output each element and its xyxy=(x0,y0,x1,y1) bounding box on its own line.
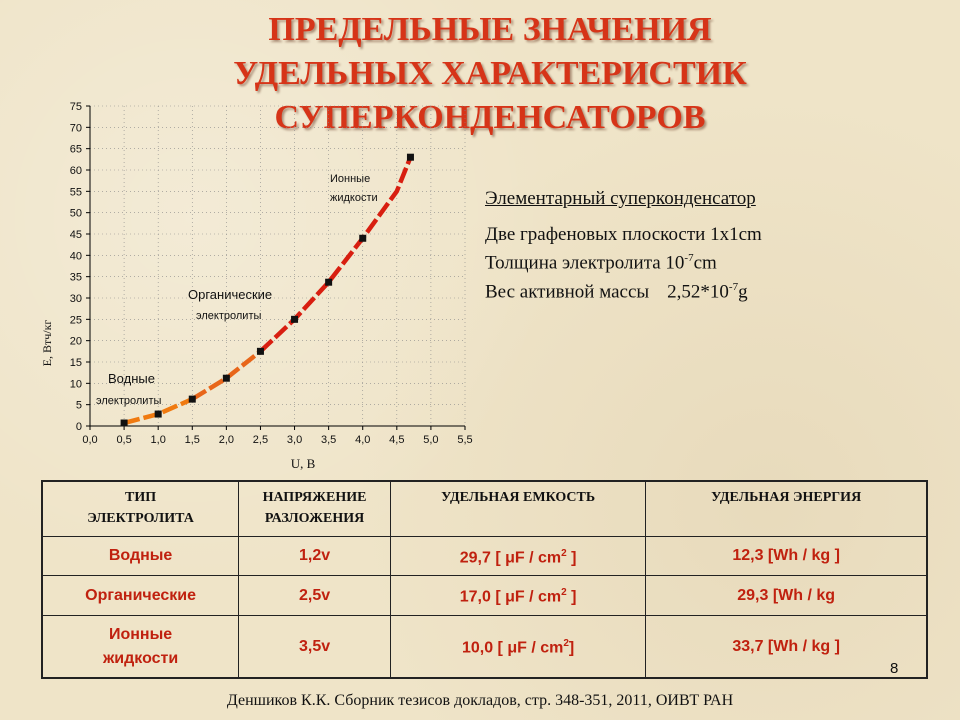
data-point xyxy=(120,419,128,427)
info-plates: Две графеновых плоскости 1x1cm xyxy=(485,224,762,245)
cell-energy: 29,3 [Wh / kg xyxy=(645,575,928,616)
x-tick-label: 3,5 xyxy=(321,434,336,446)
x-tick-label: 1,5 xyxy=(185,434,200,446)
y-tick-label: 35 xyxy=(70,272,82,284)
x-tick-label: 2,0 xyxy=(219,434,234,446)
y-tick-label: 40 xyxy=(70,250,82,262)
data-point xyxy=(222,374,230,382)
cell-capacity: 17,0 [ μF / cm2 ] xyxy=(389,575,647,616)
annotation-ionic-line1: Ионные xyxy=(330,173,370,185)
y-tick-label: 25 xyxy=(70,314,82,326)
page-number: 8 xyxy=(890,660,899,677)
title-line-2: УДЕЛЬНЫХ ХАРАКТЕРИСТИК xyxy=(233,55,747,92)
x-tick-label: 3,0 xyxy=(287,434,302,446)
header-energy: УДЕЛЬНАЯ ЭНЕРГИЯ xyxy=(645,480,928,537)
data-point xyxy=(188,395,196,403)
chart-grid xyxy=(90,105,466,426)
energy-voltage-chart: 0,0 0,5 1,0 1,5 2,0 2,5 3,0 3,5 4,0 4,5 5,0 5,5 0 5 10… xyxy=(40,101,473,471)
header-voltage: НАПРЯЖЕНИЕ РАЗЛОЖЕНИЯ xyxy=(238,480,391,537)
annotation-water-line2: электролиты xyxy=(96,395,161,407)
data-point xyxy=(406,153,414,161)
cell-energy: 33,7 [Wh / kg ] xyxy=(645,615,928,679)
chart-labels: Водные электролиты Органические электрол… xyxy=(40,173,378,471)
title-line-3: СУПЕРКОНДЕНСАТОРОВ xyxy=(274,99,706,136)
y-tick-label: 15 xyxy=(70,357,82,369)
source-citation: Деншиков К.К. Сборник тезисов докладов, … xyxy=(226,692,734,709)
data-point xyxy=(256,347,264,355)
header-type: ТИП ЭЛЕКТРОЛИТА xyxy=(41,480,240,537)
data-point xyxy=(291,315,299,323)
x-tick-label: 1,0 xyxy=(151,434,166,446)
cell-type: Органические xyxy=(41,575,240,616)
title-line-1: ПРЕДЕЛЬНЫЕ ЗНАЧЕНИЯ xyxy=(268,11,712,48)
y-tick-label: 30 xyxy=(70,293,82,305)
cell-capacity: 10,0 [ μF / cm2] xyxy=(389,615,647,679)
table-row: Органические 2,5v 17,0 [ μF / cm2 ] 29,3… xyxy=(41,575,928,616)
y-tick-label: 75 xyxy=(70,101,82,113)
series-line-1 xyxy=(191,349,262,402)
y-axis-label: E, Втч/кг xyxy=(40,320,54,367)
table-row: Водные 1,2v 29,7 [ μF / cm2 ] 12,3 [Wh /… xyxy=(41,536,928,576)
x-tick-label: 2,5 xyxy=(253,434,268,446)
data-point xyxy=(154,410,162,418)
series-line-2 xyxy=(258,156,413,353)
slide-title: ПРЕДЕЛЬНЫЕ ЗНАЧЕНИЯ УДЕЛЬНЫХ ХАРАКТЕРИСТ… xyxy=(150,8,830,140)
y-tick-label: 60 xyxy=(70,165,82,177)
cell-capacity: 29,7 [ μF / cm2 ] xyxy=(389,536,647,576)
y-tick-label: 50 xyxy=(70,208,82,220)
info-heading: Элементарный суперконденсатор xyxy=(485,188,756,209)
electrolyte-table: ТИП ЭЛЕКТРОЛИТА НАПРЯЖЕНИЕ РАЗЛОЖЕНИЯ УДЕЛ… xyxy=(41,480,928,679)
cell-voltage: 3,5v xyxy=(238,615,391,679)
x-tick-label: 0,5 xyxy=(116,434,131,446)
info-thickness: Толщина электролита 10-7cm xyxy=(485,252,717,274)
y-tick-label: 20 xyxy=(70,336,82,348)
y-tick-label: 0 xyxy=(76,421,82,433)
annotation-ionic-line2: жидкости xyxy=(330,192,378,204)
annotation-organic-line2: электролиты xyxy=(196,310,261,322)
cell-energy: 12,3 [Wh / kg ] xyxy=(645,536,928,576)
annotation-organic-line1: Органические xyxy=(188,287,272,302)
y-tick-label: 55 xyxy=(70,186,82,198)
table-header-row: ТИП ЭЛЕКТРОЛИТА НАПРЯЖЕНИЕ РАЗЛОЖЕНИЯ УДЕЛ… xyxy=(41,480,928,537)
y-tick-label: 45 xyxy=(70,229,82,241)
data-point xyxy=(359,234,367,242)
x-tick-label: 4,0 xyxy=(355,434,370,446)
x-tick-label: 0,0 xyxy=(82,434,97,446)
x-axis-label: U, В xyxy=(291,456,316,471)
chart-axes: 0,0 0,5 1,0 1,5 2,0 2,5 3,0 3,5 4,0 4,5 5,0 5,5 0 5 10… xyxy=(70,101,473,446)
table-row: Ионные жидкости 3,5v 10,0 [ μF / cm2] 33,… xyxy=(41,615,928,679)
x-tick-label: 4,5 xyxy=(389,434,404,446)
y-tick-label: 65 xyxy=(70,144,82,156)
data-point xyxy=(325,278,333,286)
cell-type: Ионные жидкости xyxy=(41,615,240,679)
cell-type: Водные xyxy=(41,536,240,576)
info-mass: Вес активной массы 2,52*10-7g xyxy=(485,281,748,303)
y-tick-label: 5 xyxy=(76,400,82,412)
cell-voltage: 1,2v xyxy=(238,536,391,576)
x-tick-label: 5,5 xyxy=(457,434,472,446)
chart-markers xyxy=(120,153,414,427)
header-capacity: УДЕЛЬНАЯ ЕМКОСТЬ xyxy=(389,480,647,537)
cell-voltage: 2,5v xyxy=(238,575,391,616)
y-tick-label: 70 xyxy=(70,122,82,134)
x-tick-label: 5,0 xyxy=(423,434,438,446)
annotation-water-line1: Водные xyxy=(108,371,155,386)
y-tick-label: 10 xyxy=(70,378,82,390)
